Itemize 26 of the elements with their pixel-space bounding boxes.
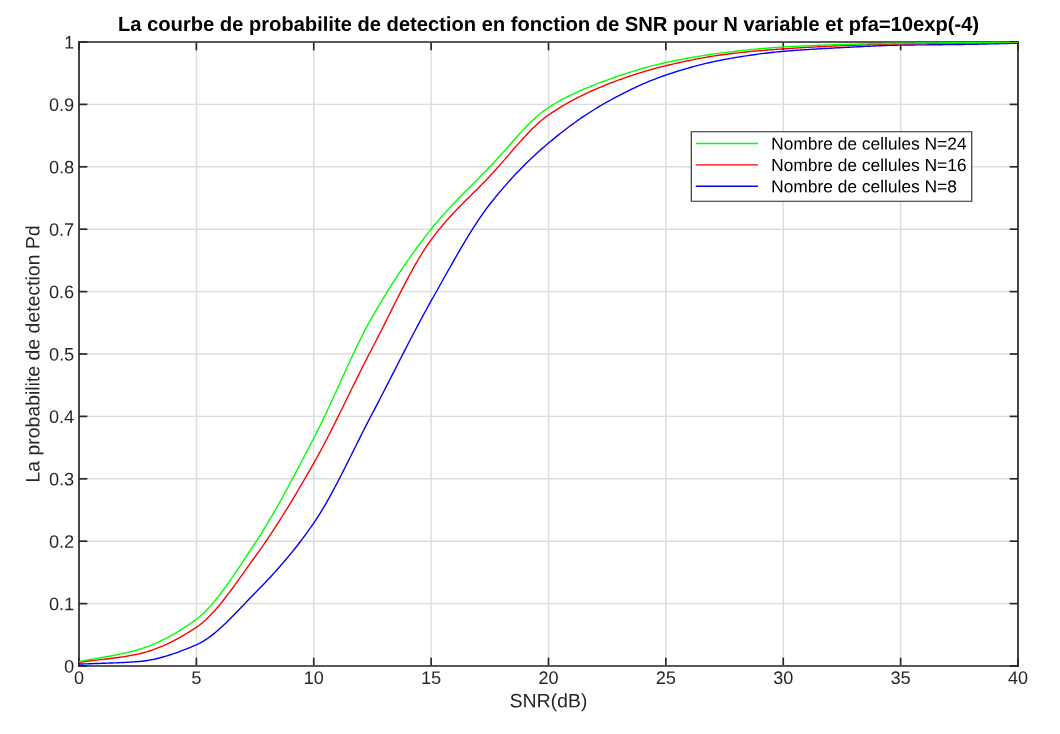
chart-title: La courbe de probabilite de detection en fonction de SNR pour N variable et pfa=10exp(-4) <box>119 16 979 36</box>
y-axis-title: La probabilite de detection Pd <box>25 226 44 482</box>
y-tick-label: 0.7 <box>49 223 74 236</box>
y-tick-label: 0.4 <box>49 410 74 424</box>
legend-label: Nombre de cellules N=8 <box>772 179 957 193</box>
y-tick-label: 1 <box>65 36 74 49</box>
y-tick-label: 0.8 <box>49 160 74 174</box>
x-tick-label: 25 <box>656 671 676 685</box>
legend-label: Nombre de cellules N=24 <box>772 137 967 150</box>
y-tick-label: 0 <box>64 659 74 673</box>
x-tick-label: 0 <box>74 671 84 685</box>
x-tick-label: 20 <box>539 671 558 685</box>
legend-label: Nombre de cellules N=16 <box>772 158 966 172</box>
y-tick-label: 0.9 <box>49 98 74 112</box>
x-tick-label: 30 <box>773 671 793 685</box>
y-tick-label: 0.3 <box>49 472 74 486</box>
x-tick-label: 15 <box>422 671 441 685</box>
x-tick-label: 40 <box>1008 671 1028 685</box>
x-axis-title: SNR(dB) <box>510 693 587 712</box>
y-tick-label: 0.1 <box>49 597 74 611</box>
x-tick-label: 10 <box>305 671 324 685</box>
x-tick-label: 35 <box>891 671 910 685</box>
y-tick-label: 0.5 <box>49 347 74 361</box>
y-tick-label: 0.2 <box>49 535 74 548</box>
y-tick-label: 0.6 <box>49 285 74 299</box>
x-tick-label: 5 <box>192 671 201 685</box>
